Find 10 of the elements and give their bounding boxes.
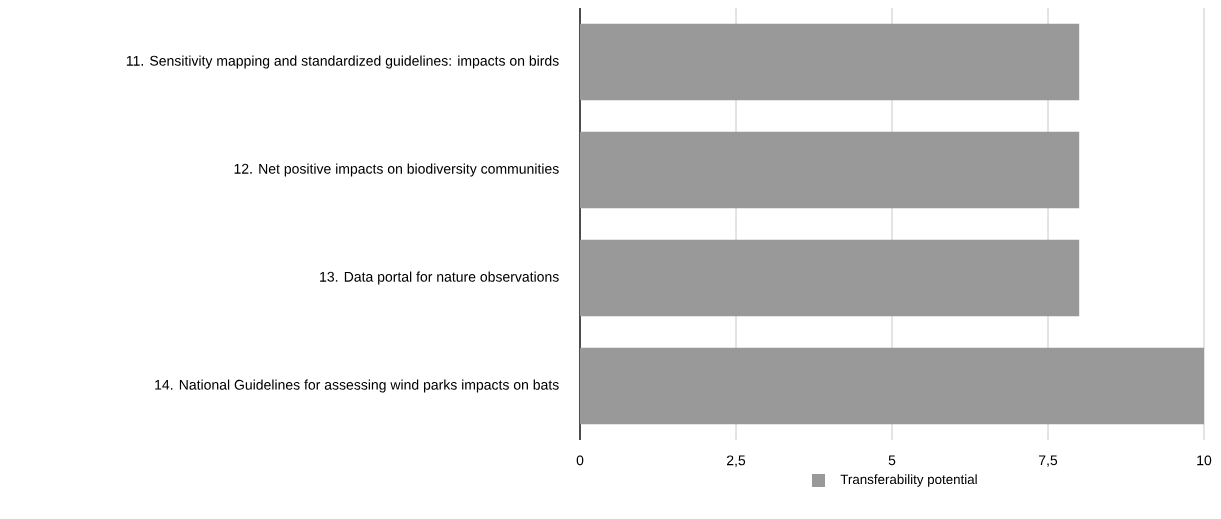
- x-tick-label: 10: [1197, 455, 1212, 466]
- y-tick-label: 14. National Guidelines for assessing wind parks impacts on bats: [155, 379, 559, 393]
- y-tick-label: 11. Sensitivity mapping and standardized guidelines: impacts on birds: [126, 55, 559, 69]
- y-tick-label: 13. Data portal for nature observations: [320, 271, 559, 285]
- legend-label: Transferability potential: [840, 474, 977, 487]
- x-tick-label: 0: [576, 455, 584, 466]
- x-tick-label: 2,5: [726, 455, 746, 467]
- x-tick-label: 5: [888, 455, 896, 466]
- y-tick-label: 12. Net positive impacts on biodiversity communities: [234, 163, 559, 177]
- x-tick-label: 7,5: [1038, 455, 1058, 467]
